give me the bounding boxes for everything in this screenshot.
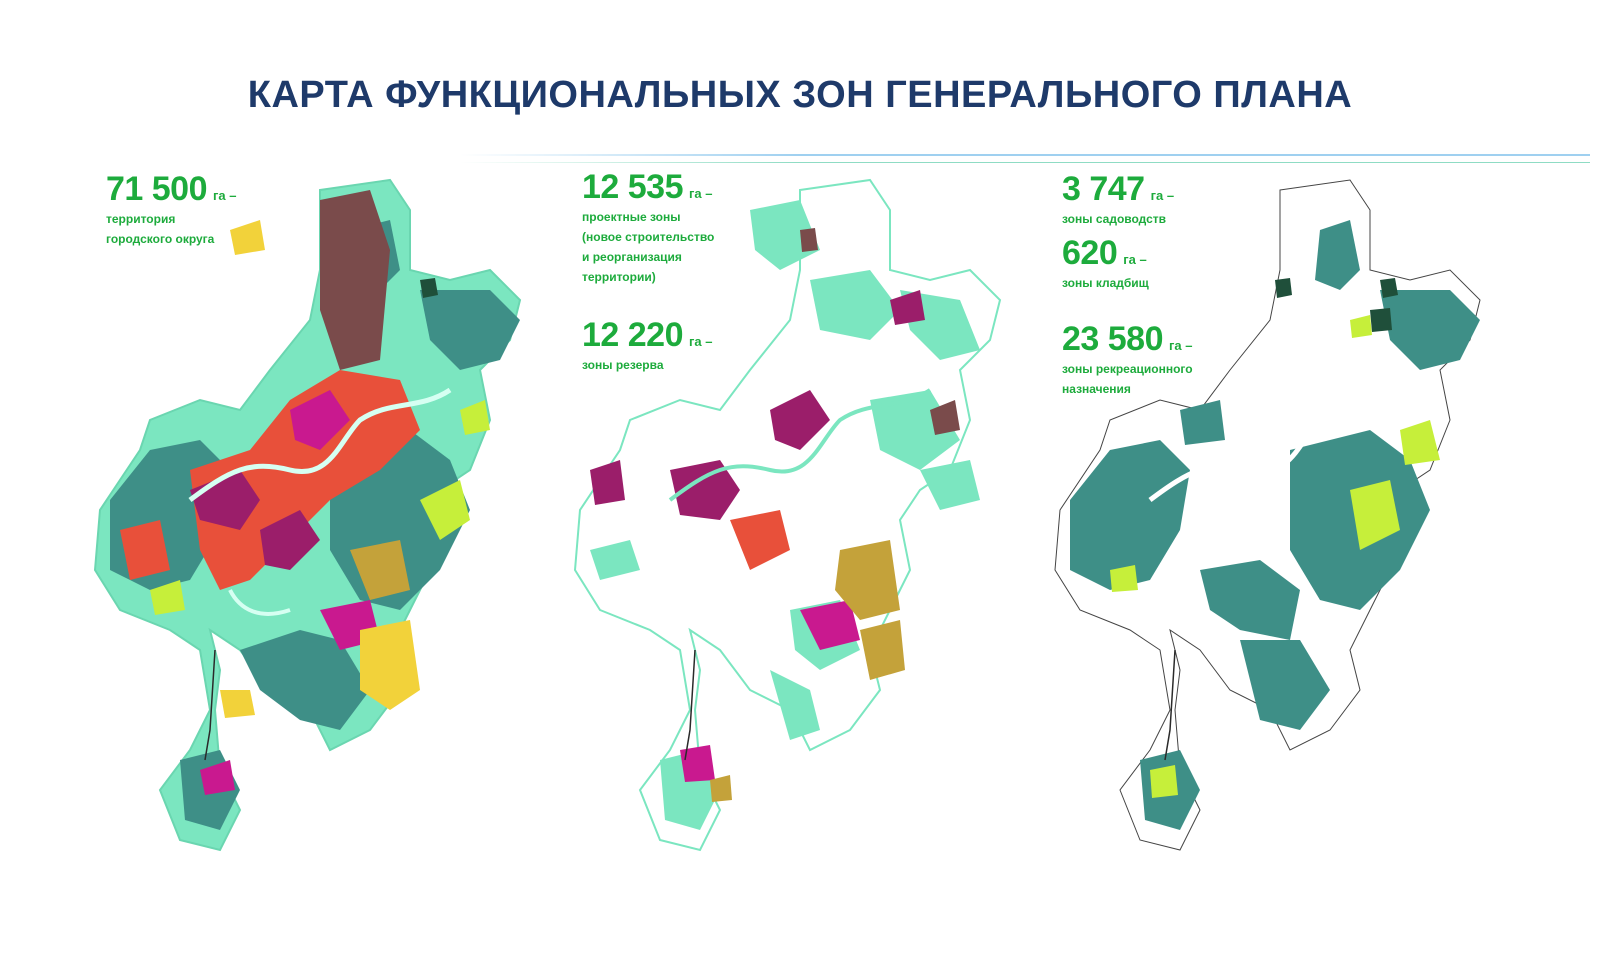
stat-value: 620: [1062, 234, 1118, 272]
stat-description: проектные зоны (новое строительство и ре…: [582, 210, 715, 284]
stat-unit: га –: [1150, 188, 1175, 203]
header-divider: [460, 154, 1590, 156]
stat-value: 12 220: [582, 316, 684, 354]
map-project-reserve-zones: [570, 170, 1020, 865]
stat-unit: га –: [1123, 252, 1147, 267]
stat-value: 71 500: [106, 170, 208, 208]
panel-3-stat-recreation: 23 580 га – зоны рекреационного назначени…: [1062, 320, 1193, 399]
header-divider-secondary: [460, 162, 1590, 163]
stat-unit: га –: [689, 334, 713, 349]
stat-unit: га –: [1169, 338, 1193, 353]
stat-description: зоны рекреационного назначения: [1062, 362, 1193, 396]
map-all-zones: [90, 170, 540, 865]
stat-description: зоны кладбищ: [1062, 276, 1149, 290]
stat-description: зоны садоводств: [1062, 212, 1167, 226]
stat-value: 12 535: [582, 168, 684, 206]
stat-description: территория городского округа: [106, 212, 215, 246]
panel-3-stat-gardening: 3 747 га – зоны садоводств: [1062, 170, 1174, 229]
map-recreation-gardening-cemeteries: [1050, 170, 1500, 865]
stat-description: зоны резерва: [582, 358, 664, 372]
page-title: КАРТА ФУНКЦИОНАЛЬНЫХ ЗОН ГЕНЕРАЛЬНОГО ПЛ…: [247, 74, 1353, 116]
stat-value: 3 747: [1062, 170, 1145, 208]
stat-unit: га –: [213, 188, 237, 203]
stat-unit: га –: [689, 186, 713, 201]
panel-2-stat-project-zones: 12 535 га – проектные зоны (новое строите…: [582, 168, 714, 287]
panel-3-stat-cemeteries: 620 га – зоны кладбищ: [1062, 234, 1149, 293]
panel-1-stat-territory: 71 500 га – территория городского округа: [106, 170, 237, 249]
stat-value: 23 580: [1062, 320, 1164, 358]
panel-2-stat-reserve-zones: 12 220 га – зоны резерва: [582, 316, 713, 375]
